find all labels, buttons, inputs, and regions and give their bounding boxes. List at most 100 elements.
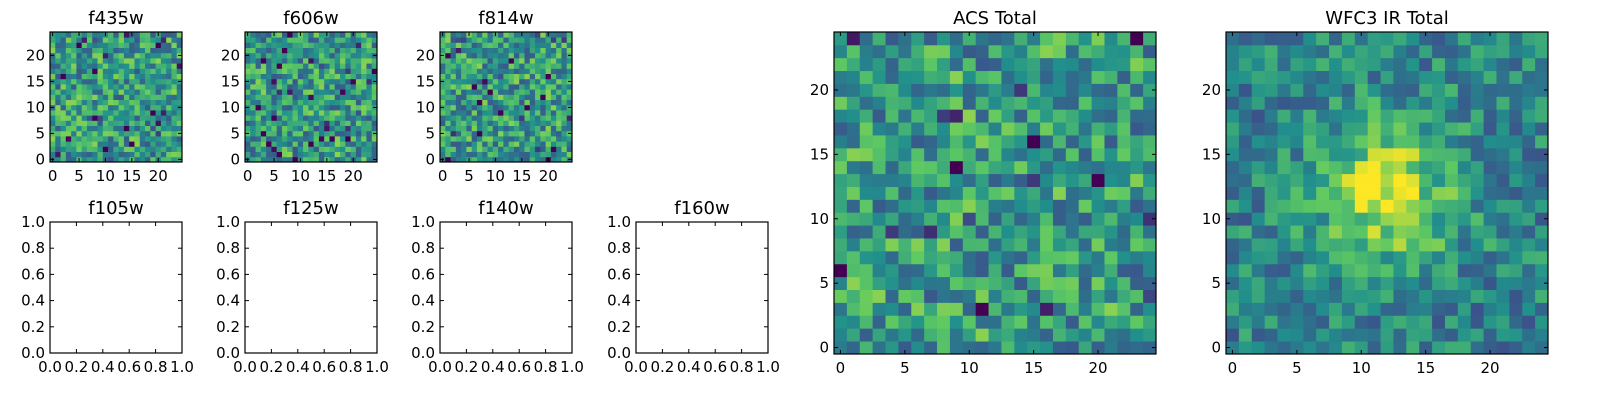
heatmap-cell	[1522, 199, 1536, 213]
heatmap-cell	[519, 37, 525, 43]
heatmap-cell	[461, 130, 467, 137]
y-tick-label: 5	[35, 124, 45, 142]
heatmap-cell	[1316, 44, 1330, 59]
heatmap-cell	[250, 58, 256, 64]
heatmap-cell	[260, 115, 267, 121]
heatmap-cell	[1444, 341, 1459, 355]
heatmap-cell	[55, 94, 61, 100]
heatmap-cell	[885, 122, 899, 136]
heatmap-cell	[859, 44, 874, 59]
heatmap-cell	[145, 89, 151, 95]
heatmap-cell	[1264, 186, 1278, 200]
heatmap-cell	[1143, 263, 1157, 278]
heatmap-cell	[482, 99, 488, 106]
heatmap-cell	[1226, 96, 1240, 110]
heatmap-cell	[1380, 289, 1394, 303]
heatmap-cell	[445, 99, 451, 106]
heatmap-cell	[975, 238, 989, 252]
heatmap-cell	[561, 99, 568, 106]
heatmap-cell	[524, 78, 531, 85]
heatmap-cell	[550, 146, 557, 152]
heatmap-cell	[1535, 32, 1549, 46]
heatmap-cell	[160, 156, 167, 163]
heatmap-cell	[266, 151, 272, 158]
heatmap-cell	[1444, 302, 1459, 316]
heatmap-cell	[445, 84, 451, 90]
heatmap-cell	[1104, 83, 1118, 97]
heatmap-cell	[345, 47, 351, 54]
heatmap-cell	[1354, 44, 1369, 59]
heatmap-cell	[1393, 328, 1407, 342]
heatmap-cell	[171, 110, 178, 116]
heatmap-cell	[160, 58, 167, 64]
heatmap-cell	[276, 120, 283, 126]
heatmap-cell	[482, 136, 488, 142]
heatmap-cell	[1535, 109, 1549, 123]
heatmap-cell	[846, 135, 861, 149]
heatmap-cell	[1341, 160, 1356, 175]
heatmap-cell	[55, 42, 61, 48]
heatmap-cell	[1130, 96, 1144, 110]
heatmap-cell	[271, 52, 278, 59]
heatmap-cell	[1052, 32, 1067, 46]
heatmap-cell	[949, 135, 964, 149]
heatmap-cell	[937, 289, 951, 303]
heatmap-cell	[846, 147, 861, 162]
heatmap-cell	[524, 32, 531, 38]
heatmap-cell	[1406, 225, 1420, 239]
heatmap-cell	[292, 104, 299, 111]
heatmap-cell	[102, 63, 109, 69]
heatmap-cell	[245, 99, 251, 106]
heatmap-cell	[524, 125, 531, 132]
heatmap-cell	[355, 47, 362, 54]
heatmap-cell	[1367, 186, 1381, 200]
heatmap-cell	[1238, 212, 1253, 226]
heatmap-cell	[1470, 276, 1484, 290]
heatmap-cell	[86, 68, 93, 74]
y-tick-label: 0.6	[607, 265, 631, 283]
heatmap-cell	[366, 42, 373, 48]
heatmap-cell	[260, 104, 267, 111]
heatmap-cell	[988, 186, 1002, 200]
heatmap-cell	[872, 276, 886, 290]
heatmap-cell	[102, 136, 109, 142]
heatmap-cell	[872, 212, 886, 226]
heatmap-cell	[86, 32, 93, 38]
y-tick-label: 10	[26, 98, 45, 116]
heatmap-cell	[508, 37, 515, 43]
heatmap-cell	[471, 84, 478, 90]
heatmap-cell	[1303, 32, 1317, 46]
heatmap-cell	[1001, 173, 1015, 187]
heatmap-cell	[440, 125, 446, 132]
heatmap-cell	[118, 146, 125, 152]
heatmap-cell	[76, 99, 83, 106]
y-tick-label: 10	[416, 98, 435, 116]
heatmap-cell	[487, 58, 494, 64]
heatmap-cell	[561, 146, 568, 152]
heatmap-cell	[1001, 238, 1015, 252]
heatmap-cell	[350, 47, 357, 54]
heatmap-cell	[155, 47, 162, 54]
heatmap-cell	[361, 89, 367, 95]
heatmap-cell	[245, 42, 251, 48]
heatmap-cell	[1432, 212, 1446, 226]
heatmap-cell	[118, 63, 125, 69]
heatmap-cell	[366, 156, 373, 163]
heatmap-cell	[487, 78, 494, 85]
heatmap-cell	[303, 52, 309, 59]
heatmap-cell	[561, 68, 568, 74]
heatmap-cell	[1483, 212, 1497, 226]
heatmap-cell	[139, 68, 146, 74]
heatmap-cell	[160, 73, 167, 80]
heatmap-cell	[1065, 135, 1080, 149]
heatmap-cell	[176, 68, 183, 74]
heatmap-cell	[313, 141, 320, 147]
heatmap-cell	[492, 115, 499, 121]
heatmap-cell	[97, 84, 104, 90]
x-tick-label: 0	[836, 359, 846, 377]
heatmap-cell	[281, 32, 288, 38]
heatmap-cell	[60, 115, 67, 121]
heatmap-cell	[361, 146, 367, 152]
heatmap-cell	[1303, 302, 1317, 316]
heatmap-cell	[1238, 289, 1253, 303]
